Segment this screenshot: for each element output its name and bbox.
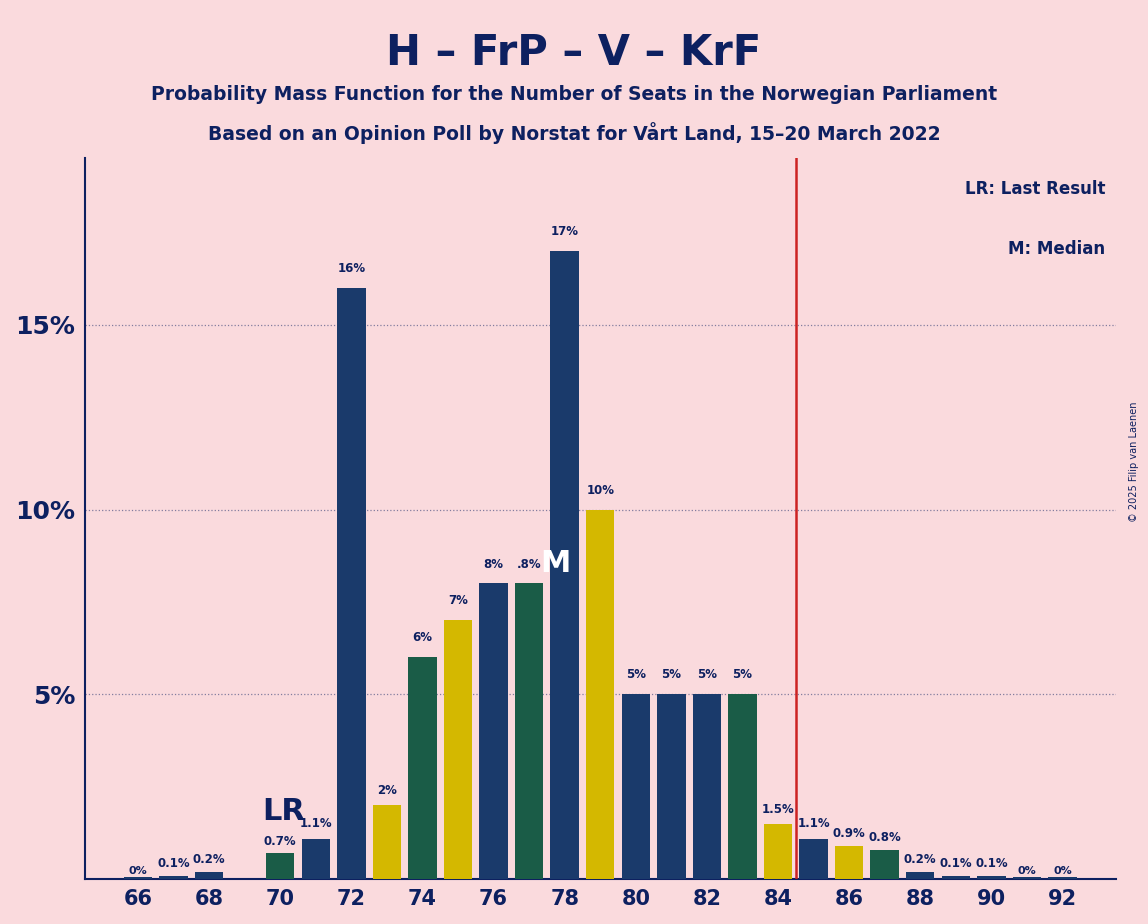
- Text: Probability Mass Function for the Number of Seats in the Norwegian Parliament: Probability Mass Function for the Number…: [150, 85, 998, 104]
- Text: M: Median: M: Median: [1008, 239, 1106, 258]
- Bar: [1048, 878, 1077, 880]
- Text: 0%: 0%: [129, 866, 147, 876]
- Text: 6%: 6%: [412, 631, 433, 644]
- Text: 0.9%: 0.9%: [832, 828, 866, 841]
- Text: 5%: 5%: [661, 668, 682, 681]
- Bar: [444, 620, 472, 880]
- Bar: [480, 583, 507, 880]
- Text: H – FrP – V – KrF: H – FrP – V – KrF: [387, 32, 761, 74]
- Bar: [906, 872, 934, 880]
- Bar: [409, 657, 436, 880]
- Text: 2%: 2%: [377, 784, 397, 797]
- Text: 16%: 16%: [338, 261, 365, 274]
- Text: 1.5%: 1.5%: [761, 803, 794, 816]
- Text: 17%: 17%: [551, 225, 579, 237]
- Bar: [977, 876, 1006, 880]
- Text: .8%: .8%: [517, 557, 542, 570]
- Bar: [124, 878, 153, 880]
- Bar: [799, 839, 828, 880]
- Text: M: M: [540, 550, 571, 578]
- Text: 0.2%: 0.2%: [193, 854, 225, 867]
- Bar: [266, 854, 295, 880]
- Text: 0.8%: 0.8%: [868, 832, 901, 845]
- Bar: [373, 806, 401, 880]
- Bar: [835, 846, 863, 880]
- Bar: [338, 287, 365, 880]
- Text: 8%: 8%: [483, 557, 504, 570]
- Bar: [338, 695, 365, 880]
- Bar: [1013, 878, 1041, 880]
- Text: LR: LR: [263, 797, 305, 826]
- Text: 5%: 5%: [697, 668, 716, 681]
- Text: Based on an Opinion Poll by Norstat for Vårt Land, 15–20 March 2022: Based on an Opinion Poll by Norstat for …: [208, 122, 940, 144]
- Bar: [302, 839, 329, 880]
- Bar: [515, 583, 543, 880]
- Bar: [195, 872, 224, 880]
- Text: 0.1%: 0.1%: [939, 857, 972, 870]
- Bar: [621, 695, 650, 880]
- Bar: [585, 509, 614, 880]
- Bar: [160, 876, 188, 880]
- Bar: [728, 695, 757, 880]
- Text: © 2025 Filip van Laenen: © 2025 Filip van Laenen: [1130, 402, 1139, 522]
- Text: 0.1%: 0.1%: [975, 857, 1008, 870]
- Text: 10%: 10%: [587, 483, 614, 496]
- Bar: [692, 695, 721, 880]
- Text: 0%: 0%: [1017, 866, 1037, 876]
- Bar: [941, 876, 970, 880]
- Text: LR: Last Result: LR: Last Result: [964, 180, 1106, 199]
- Text: 7%: 7%: [448, 594, 468, 607]
- Bar: [763, 824, 792, 880]
- Bar: [657, 695, 685, 880]
- Text: 1.1%: 1.1%: [797, 818, 830, 831]
- Text: 5%: 5%: [341, 668, 362, 681]
- Text: 1.1%: 1.1%: [300, 818, 332, 831]
- Bar: [551, 250, 579, 880]
- Text: 0.7%: 0.7%: [264, 835, 296, 848]
- Text: 0.2%: 0.2%: [903, 854, 937, 867]
- Text: 5%: 5%: [626, 668, 646, 681]
- Bar: [870, 850, 899, 880]
- Text: 0.1%: 0.1%: [157, 857, 189, 870]
- Text: 5%: 5%: [732, 668, 752, 681]
- Text: 0%: 0%: [1053, 866, 1072, 876]
